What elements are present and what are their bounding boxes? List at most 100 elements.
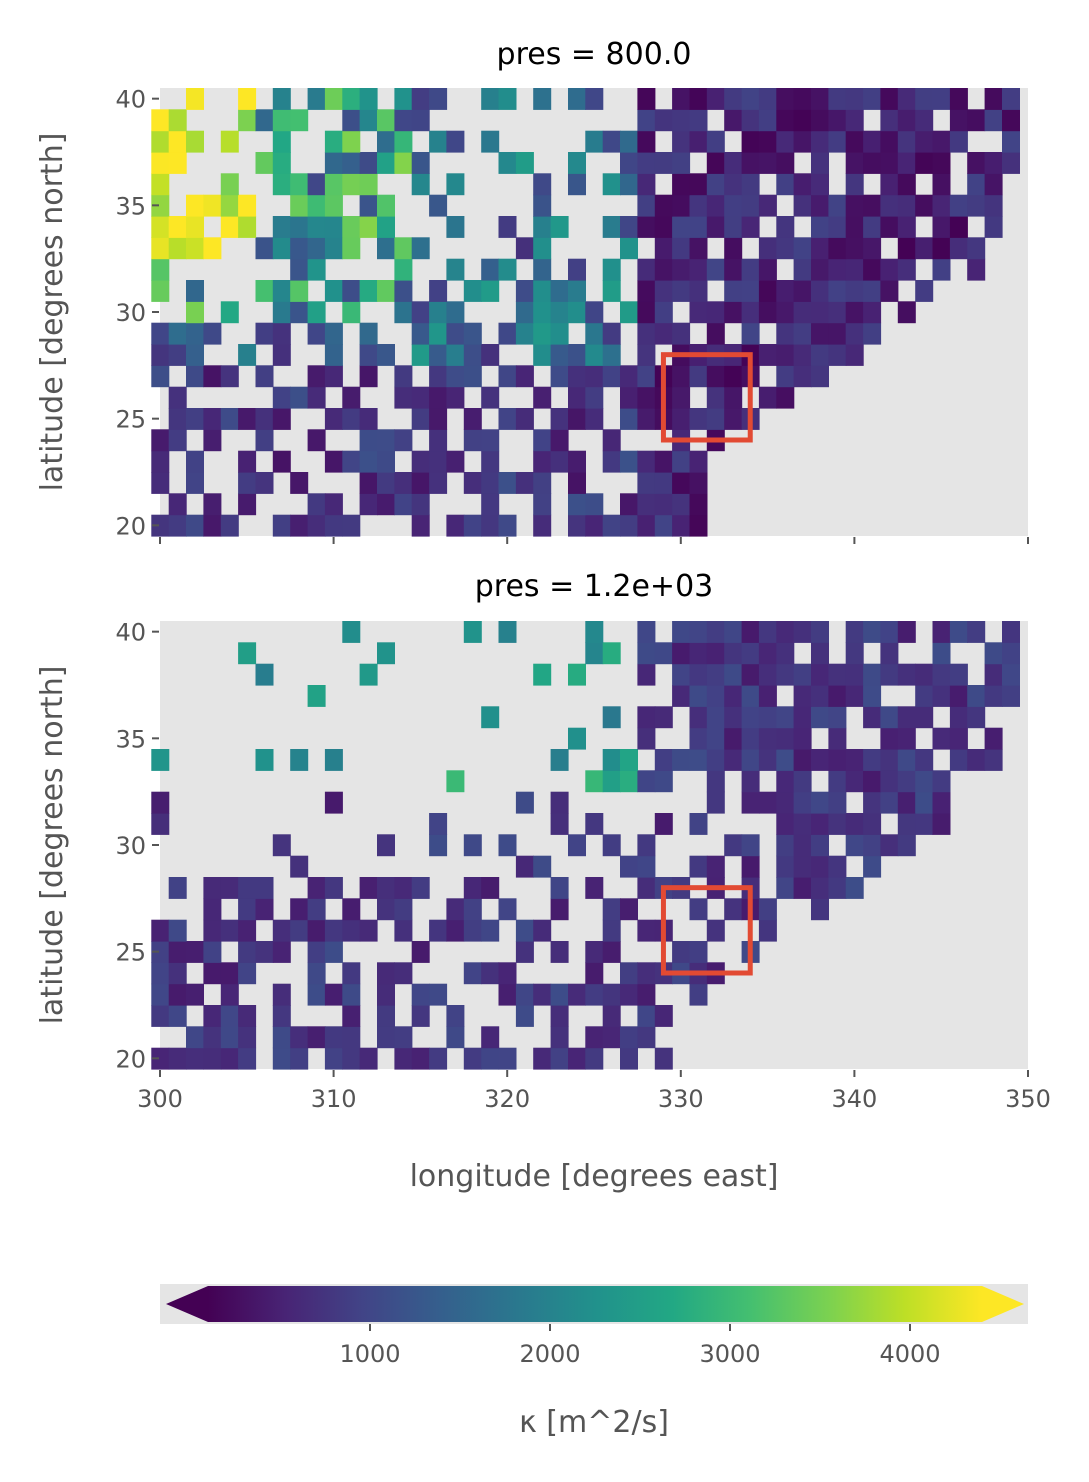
heatmap-cell	[168, 877, 187, 899]
heatmap-cell	[637, 88, 656, 110]
heatmap-cell	[984, 727, 1003, 750]
y-tick-label: 25	[115, 939, 146, 967]
heatmap-cell	[811, 834, 829, 857]
heatmap-cell	[811, 130, 829, 153]
heatmap-cell	[897, 152, 916, 174]
heatmap-cell	[689, 706, 708, 729]
heatmap-cell	[186, 450, 204, 473]
heatmap-cell	[324, 152, 343, 174]
heatmap-cell	[724, 173, 743, 196]
heatmap-cell	[515, 1005, 534, 1027]
heatmap-cell	[863, 88, 882, 110]
heatmap-cell	[811, 877, 829, 899]
y-axis-ticks: 20 25 30 35 40	[115, 86, 159, 540]
heatmap-cell	[776, 88, 795, 110]
heatmap-cell	[168, 493, 187, 516]
heatmap-cell	[307, 1026, 326, 1049]
heatmap-cell	[446, 919, 465, 942]
heatmap-cell	[602, 770, 621, 793]
heatmap-cell	[654, 472, 673, 494]
heatmap-cell	[637, 621, 656, 643]
heatmap-cell	[168, 962, 187, 985]
heatmap-cell	[151, 941, 170, 963]
heatmap-cell	[151, 791, 170, 814]
heatmap-cell	[324, 322, 343, 345]
heatmap-cell	[863, 194, 882, 217]
heatmap-cell	[515, 941, 534, 963]
heatmap-cell	[220, 1026, 239, 1049]
heatmap-cell	[724, 685, 743, 707]
heatmap-cell	[550, 941, 569, 963]
heatmap-cell	[463, 898, 482, 921]
heatmap-cell	[359, 109, 378, 132]
heatmap-cell	[151, 365, 170, 388]
heatmap-cell	[724, 258, 743, 281]
heatmap-cell	[342, 408, 361, 430]
heatmap-cell	[828, 749, 847, 771]
heatmap-cell	[446, 258, 465, 281]
heatmap-cell	[377, 130, 395, 153]
heatmap-cell	[689, 855, 708, 878]
heatmap-cell	[220, 514, 239, 537]
heatmap-cell	[637, 280, 656, 302]
heatmap-cell	[481, 258, 500, 281]
heatmap-cell	[758, 749, 777, 771]
heatmap-cell	[741, 109, 760, 132]
heatmap-cell	[880, 791, 899, 814]
heatmap-cell	[811, 663, 829, 686]
heatmap-cell	[429, 919, 448, 942]
heatmap-cell	[515, 237, 534, 260]
heatmap-cell	[689, 109, 708, 132]
heatmap-cell	[689, 301, 708, 324]
heatmap-cell	[672, 642, 691, 665]
heatmap-cell	[897, 216, 916, 238]
x-tick-label: 350	[1005, 1085, 1051, 1113]
heatmap-cell	[724, 301, 743, 324]
heatmap-cell	[203, 514, 222, 537]
heatmap-cell	[394, 88, 413, 110]
heatmap-cell	[828, 685, 847, 707]
heatmap-cell	[689, 472, 708, 494]
heatmap-cell	[724, 898, 743, 921]
heatmap-cell	[203, 322, 222, 345]
heatmap-cell	[689, 727, 708, 750]
heatmap-cell	[776, 386, 795, 409]
heatmap-cell	[620, 898, 638, 921]
heatmap-cell	[620, 216, 638, 238]
heatmap-cell	[290, 194, 309, 217]
heatmap-cell	[915, 685, 934, 707]
heatmap-cell	[724, 749, 743, 771]
heatmap-cell	[620, 962, 638, 985]
heatmap-cell	[446, 450, 465, 473]
heatmap-cell	[811, 621, 829, 643]
heatmap-cell	[168, 983, 187, 1006]
heatmap-cell	[377, 1026, 395, 1049]
heatmap-cell	[220, 194, 239, 217]
heatmap-cell	[498, 365, 517, 388]
heatmap-cell	[377, 152, 395, 174]
heatmap-cell	[394, 919, 413, 942]
heatmap-cell	[880, 770, 899, 793]
heatmap-cell	[446, 1005, 465, 1027]
heatmap-cell	[533, 237, 552, 260]
heatmap-cell	[220, 301, 239, 324]
heatmap-cell	[758, 237, 777, 260]
heatmap-cell	[637, 770, 656, 793]
heatmap-cell	[151, 429, 170, 452]
heatmap-cell	[255, 877, 274, 899]
heatmap-cell	[724, 727, 743, 750]
heatmap-cell	[463, 919, 482, 942]
heatmap-cell	[168, 322, 187, 345]
heatmap-cell	[776, 280, 795, 302]
heatmap-cell	[637, 514, 656, 537]
heatmap-cell	[880, 706, 899, 729]
heatmap-cell	[793, 621, 812, 643]
heatmap-cell	[932, 642, 951, 665]
heatmap-cell	[741, 173, 760, 196]
heatmap-cell	[741, 258, 760, 281]
heatmap-cell	[307, 88, 326, 110]
heatmap-cell	[324, 450, 343, 473]
x-tick-label: 340	[831, 1085, 877, 1113]
heatmap-cell	[359, 450, 378, 473]
heatmap-cell	[863, 685, 882, 707]
